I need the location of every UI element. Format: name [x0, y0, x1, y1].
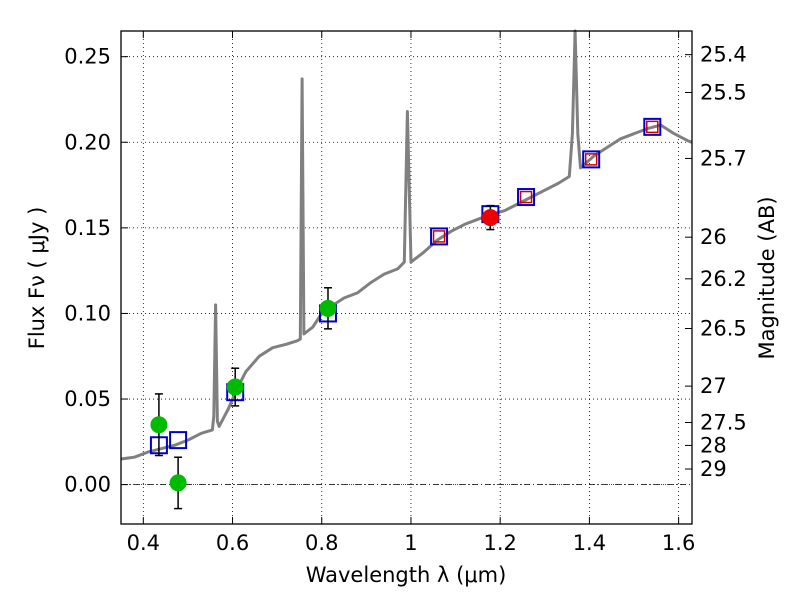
- x-tick-label: 1: [404, 531, 417, 555]
- y-tick-label: 0.00: [64, 473, 111, 497]
- data-series: [120, 29, 693, 510]
- y-axis-label: Flux Fν ( μJy ): [25, 207, 49, 350]
- y-tick-label: 0.25: [64, 45, 111, 69]
- observed-square: [646, 120, 659, 134]
- x-tick-label: 0.8: [305, 531, 338, 555]
- right-tick-label: 25.4: [700, 43, 747, 67]
- observed-square: [584, 153, 598, 166]
- x-tick-label: 1.4: [573, 531, 606, 555]
- observed-point: [481, 209, 499, 227]
- right-tick-label: 26.5: [700, 317, 747, 341]
- plot-area-frame: [120, 30, 693, 525]
- observed-point: [226, 378, 244, 396]
- model-photometry-square: [517, 188, 536, 207]
- right-tick-label: 26: [700, 225, 727, 249]
- observed-point: [169, 474, 187, 492]
- x-tick-label: 1.6: [662, 531, 695, 555]
- model-photometry-square: [643, 117, 662, 136]
- model-photometry-square: [169, 431, 188, 450]
- right-tick-label: 28: [700, 433, 727, 457]
- observed-point: [319, 299, 337, 317]
- right-tick-label: 27.5: [700, 410, 747, 434]
- y-tick-label: 0.20: [64, 130, 111, 154]
- grid: [121, 31, 692, 524]
- model-photometry-square: [582, 150, 601, 169]
- model-photometry-square: [430, 227, 449, 246]
- y-tick-label: 0.15: [64, 216, 111, 240]
- right-tick-label: 27: [700, 374, 727, 398]
- right-tick-label: 25.5: [700, 80, 747, 104]
- y-tick-label: 0.05: [64, 387, 111, 411]
- right-tick-label: 29: [700, 457, 727, 481]
- right-tick-label: 26.2: [700, 267, 747, 291]
- observed-square: [432, 230, 446, 243]
- x-tick-label: 0.6: [216, 531, 249, 555]
- observed-square: [519, 190, 533, 204]
- spectrum-line: [120, 29, 693, 461]
- ticks: 0.4 0.6 0.8 1 1.2 1.4 1.6 0.00 0.05 0.10 0.15 0.20 0…: [64, 31, 747, 555]
- x-tick-label: 1.2: [483, 531, 516, 555]
- y-tick-label: 0.10: [64, 301, 111, 325]
- observed-point: [150, 416, 168, 434]
- x-tick-label: 0.4: [127, 531, 160, 555]
- right-tick-label: 25.7: [700, 146, 747, 170]
- x-axis-label: Wavelength λ (μm): [306, 563, 507, 587]
- right-axis-label: Magnitude (AB): [755, 196, 779, 359]
